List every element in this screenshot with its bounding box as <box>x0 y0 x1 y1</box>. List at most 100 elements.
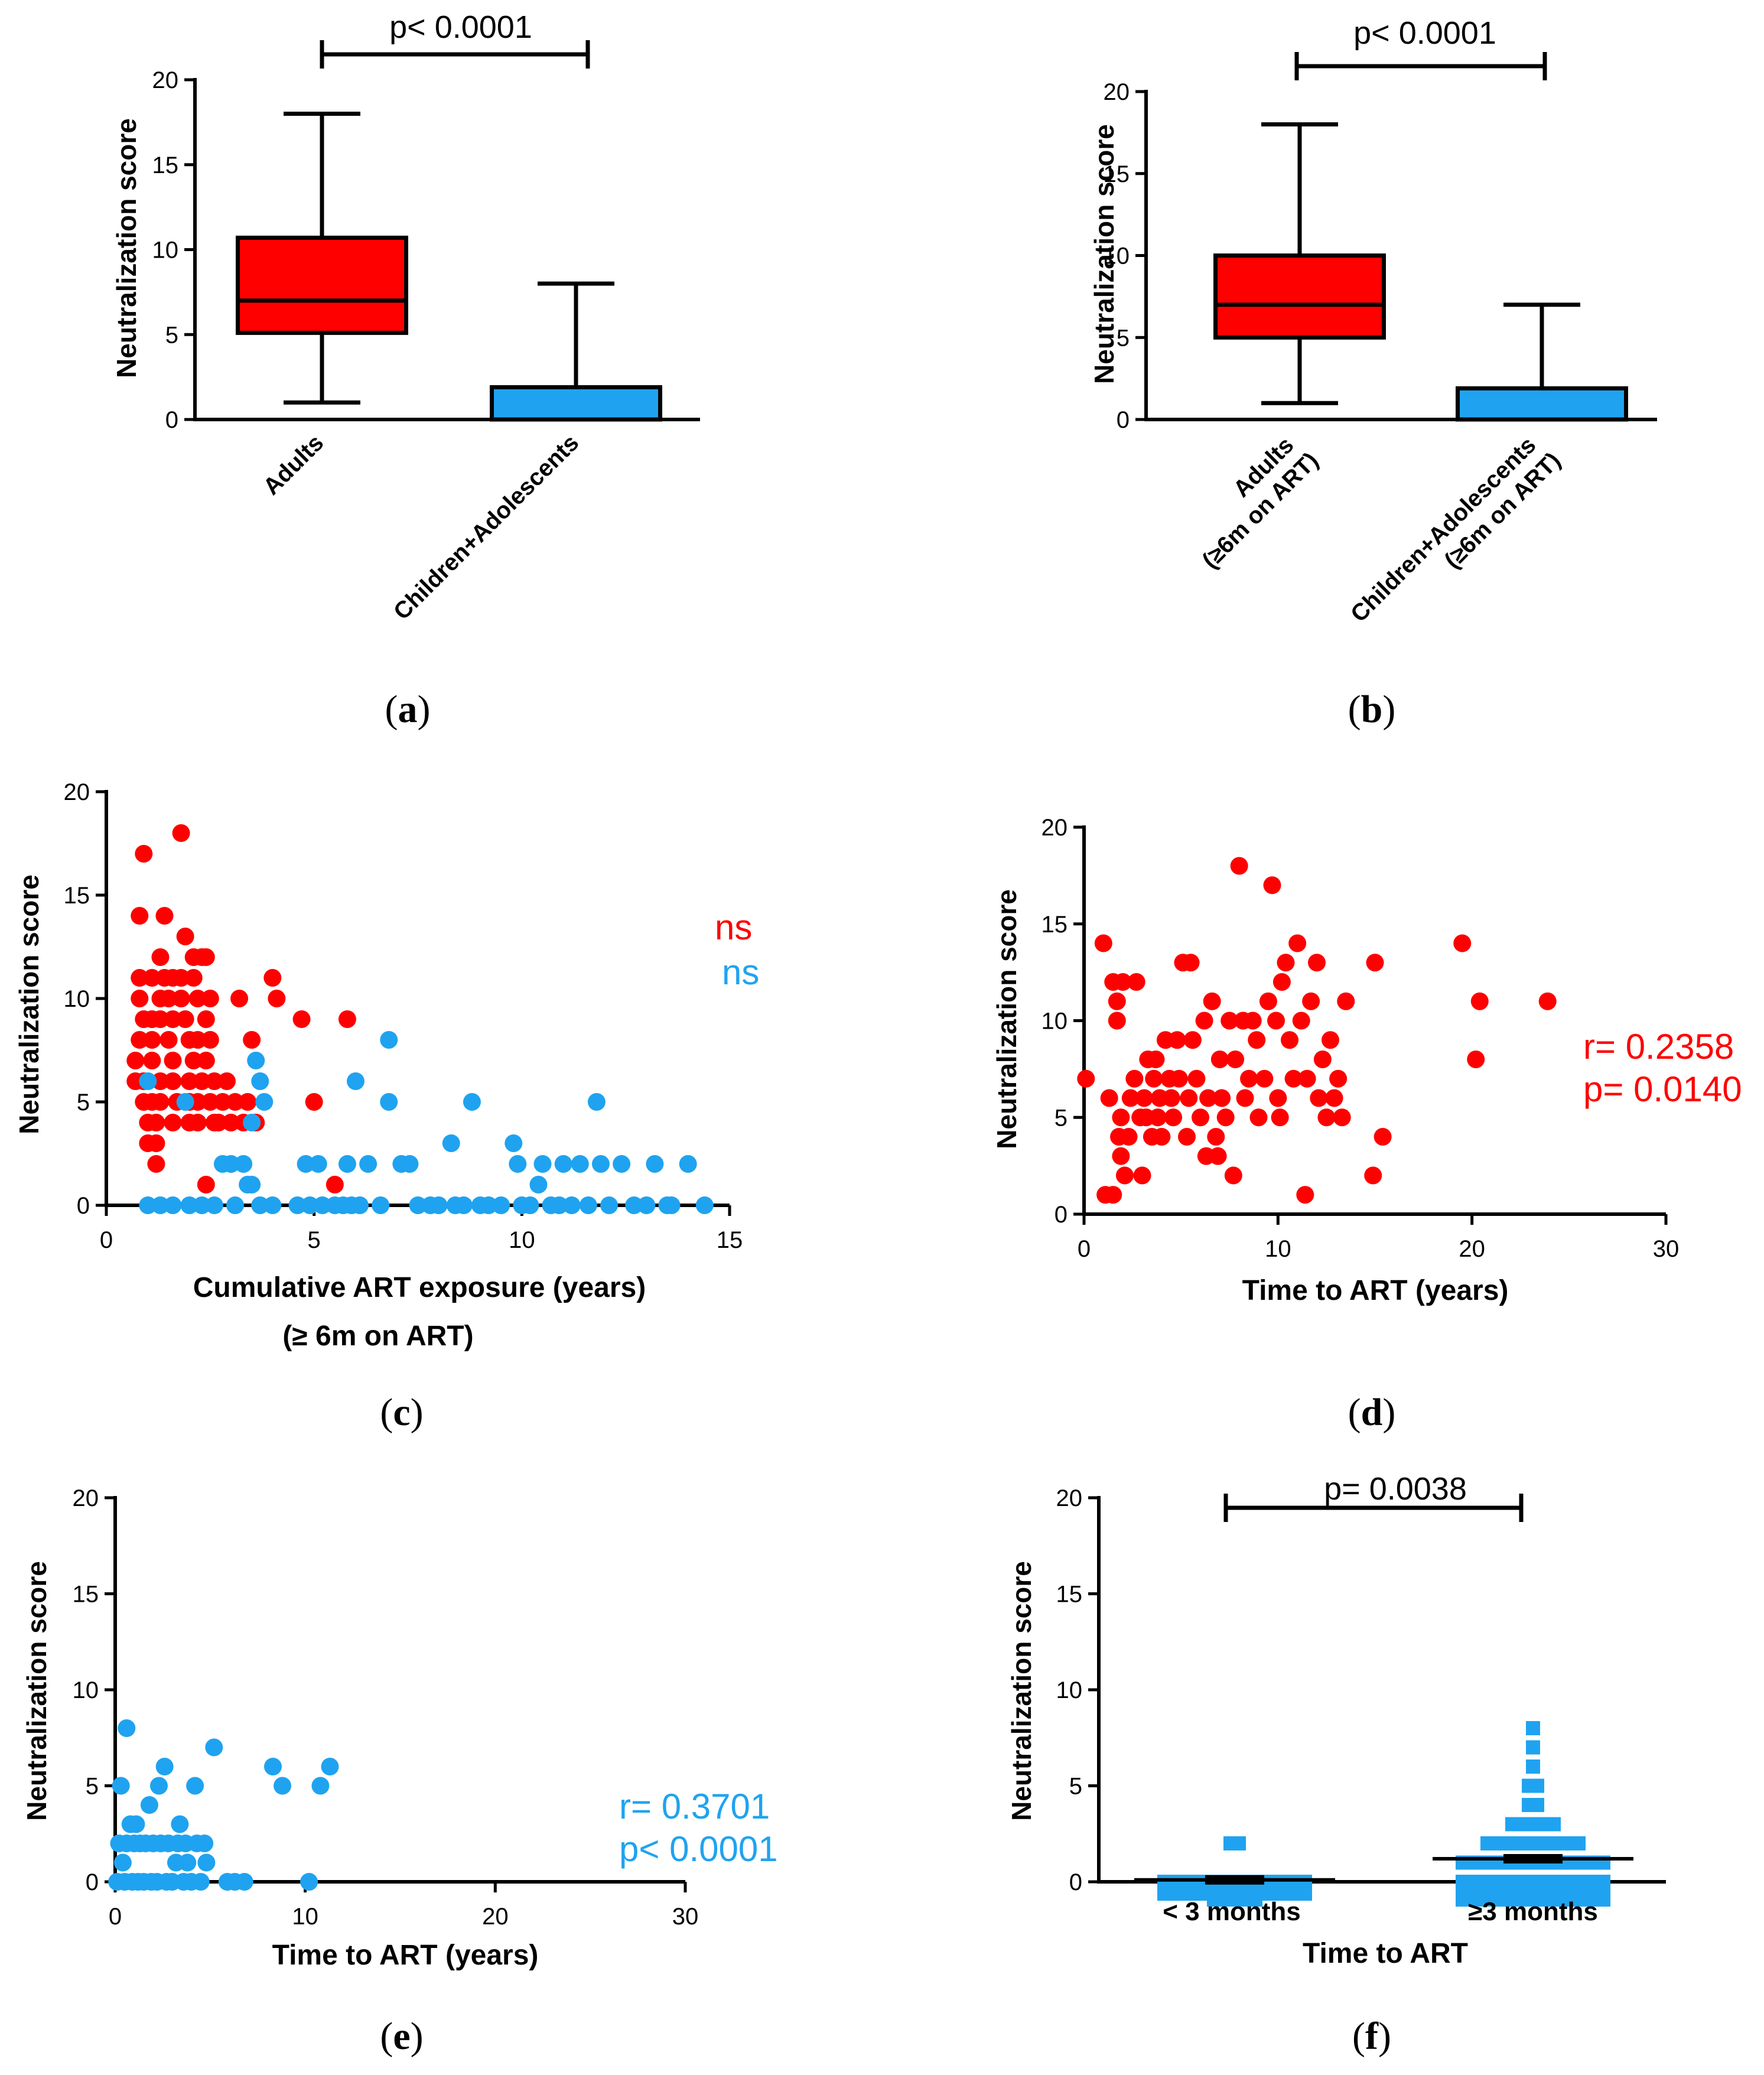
data-point <box>454 1196 473 1214</box>
data-point <box>151 1072 170 1090</box>
data-point <box>1226 1050 1245 1068</box>
data-point <box>1192 1108 1209 1127</box>
data-point <box>184 1052 203 1069</box>
data-point <box>155 1758 174 1775</box>
data-point <box>351 1196 369 1214</box>
data-point <box>1104 1186 1122 1204</box>
data-point <box>1317 1108 1336 1127</box>
data-point <box>662 1196 681 1214</box>
data-point <box>1145 1069 1163 1088</box>
data-point <box>1467 1050 1485 1068</box>
panel-f-x-axis-label: Time to ART <box>1303 1938 1468 1969</box>
data-point <box>197 948 215 966</box>
data-point <box>1199 1089 1218 1107</box>
data-point <box>554 1155 572 1173</box>
panel-e-y-tick-label: 20 <box>73 1485 99 1511</box>
data-point <box>1248 1031 1266 1049</box>
data-point <box>160 990 178 1007</box>
data-point <box>1108 992 1126 1010</box>
panel-f-category-ge3: ≥3 months <box>1468 1897 1598 1926</box>
data-point <box>1240 1069 1258 1088</box>
panel-b-y-tick-label: 15 <box>1104 161 1130 187</box>
panel-d-y-tick-label: 15 <box>1042 912 1068 938</box>
panel-d-x-ticks: 0 10 20 30 <box>1078 1214 1679 1262</box>
panel-a-y-tick-label: 20 <box>152 67 179 93</box>
data-point <box>239 1093 257 1111</box>
data-point <box>301 1196 319 1214</box>
data-point <box>429 1196 448 1214</box>
data-point <box>112 1777 130 1795</box>
data-point <box>1366 954 1384 972</box>
data-point <box>186 1777 204 1795</box>
data-point <box>637 1196 656 1214</box>
data-point <box>313 1196 331 1214</box>
data-point <box>1272 973 1291 991</box>
data-point <box>205 1738 223 1757</box>
data-point <box>442 1134 460 1152</box>
data-point <box>1153 1128 1171 1146</box>
data-point <box>1115 1166 1134 1185</box>
data-point <box>197 1176 215 1193</box>
panel-d-y-tick-label: 20 <box>1042 815 1068 841</box>
panel-f-y-tick-label: 5 <box>1069 1774 1082 1800</box>
panel-d-points <box>1077 857 1557 1204</box>
data-point <box>1162 1089 1180 1107</box>
data-point <box>147 1155 165 1173</box>
data-point <box>149 1777 168 1795</box>
panel-e-y-tick-label: 10 <box>73 1677 99 1703</box>
data-point <box>113 1853 132 1872</box>
panel-c-x-tick-label: 5 <box>308 1227 321 1253</box>
panel-b-y-tick-label: 0 <box>1117 407 1130 433</box>
panel-e-letter: (e) <box>380 2015 423 2058</box>
data-point <box>1364 1166 1382 1185</box>
data-point <box>1135 1089 1153 1107</box>
data-point <box>1288 934 1307 952</box>
box-iqr-1 <box>1456 386 1628 422</box>
data-point <box>193 1072 211 1090</box>
data-point <box>1596 1892 1610 1907</box>
data-point <box>1269 1089 1287 1107</box>
data-point <box>118 1719 136 1737</box>
panel-c-legend-children: ns <box>722 952 759 992</box>
data-point <box>1182 954 1200 972</box>
data-point <box>297 1155 315 1173</box>
data-point <box>613 1155 631 1173</box>
panel-e-r-value: r= 0.3701 <box>619 1787 770 1826</box>
data-point <box>188 990 207 1007</box>
data-point <box>263 969 282 987</box>
data-point <box>131 907 149 925</box>
panel-f-p-value: p= 0.0038 <box>1324 1471 1467 1507</box>
data-point <box>1321 1031 1339 1049</box>
data-point <box>205 1072 223 1090</box>
data-point <box>1325 1089 1343 1107</box>
panel-c-letter-text: c <box>393 1391 410 1434</box>
panel-d-x-tick-label: 30 <box>1653 1236 1680 1262</box>
panel-a-boxes <box>236 112 662 422</box>
data-point <box>235 1873 253 1891</box>
data-point <box>268 990 286 1007</box>
data-point <box>217 1072 236 1090</box>
data-point <box>172 969 190 987</box>
data-point <box>463 1093 481 1111</box>
data-point <box>188 1031 207 1049</box>
data-point <box>1168 1031 1186 1049</box>
data-point <box>205 1196 223 1214</box>
data-point <box>151 1093 170 1111</box>
data-point <box>247 1052 265 1069</box>
panel-c-y-tick-label: 0 <box>77 1193 90 1219</box>
panel-c-y-axis-label: Neutralization score <box>14 874 44 1134</box>
panel-b-category-children-line1: Children+Adolescents <box>1346 432 1541 627</box>
panel-b-y-tick-label: 5 <box>1117 325 1130 351</box>
panel-f-y-tick-label: 0 <box>1069 1869 1082 1895</box>
data-point <box>164 1010 182 1028</box>
data-point <box>1453 934 1472 952</box>
panel-e-x-axis-label: Time to ART (years) <box>272 1940 539 1971</box>
data-point <box>164 1072 182 1090</box>
data-point <box>176 1093 194 1111</box>
data-point <box>338 1155 356 1173</box>
data-point <box>1526 1740 1540 1755</box>
data-point <box>1249 1108 1268 1127</box>
data-point <box>172 990 190 1007</box>
data-point <box>155 907 174 925</box>
